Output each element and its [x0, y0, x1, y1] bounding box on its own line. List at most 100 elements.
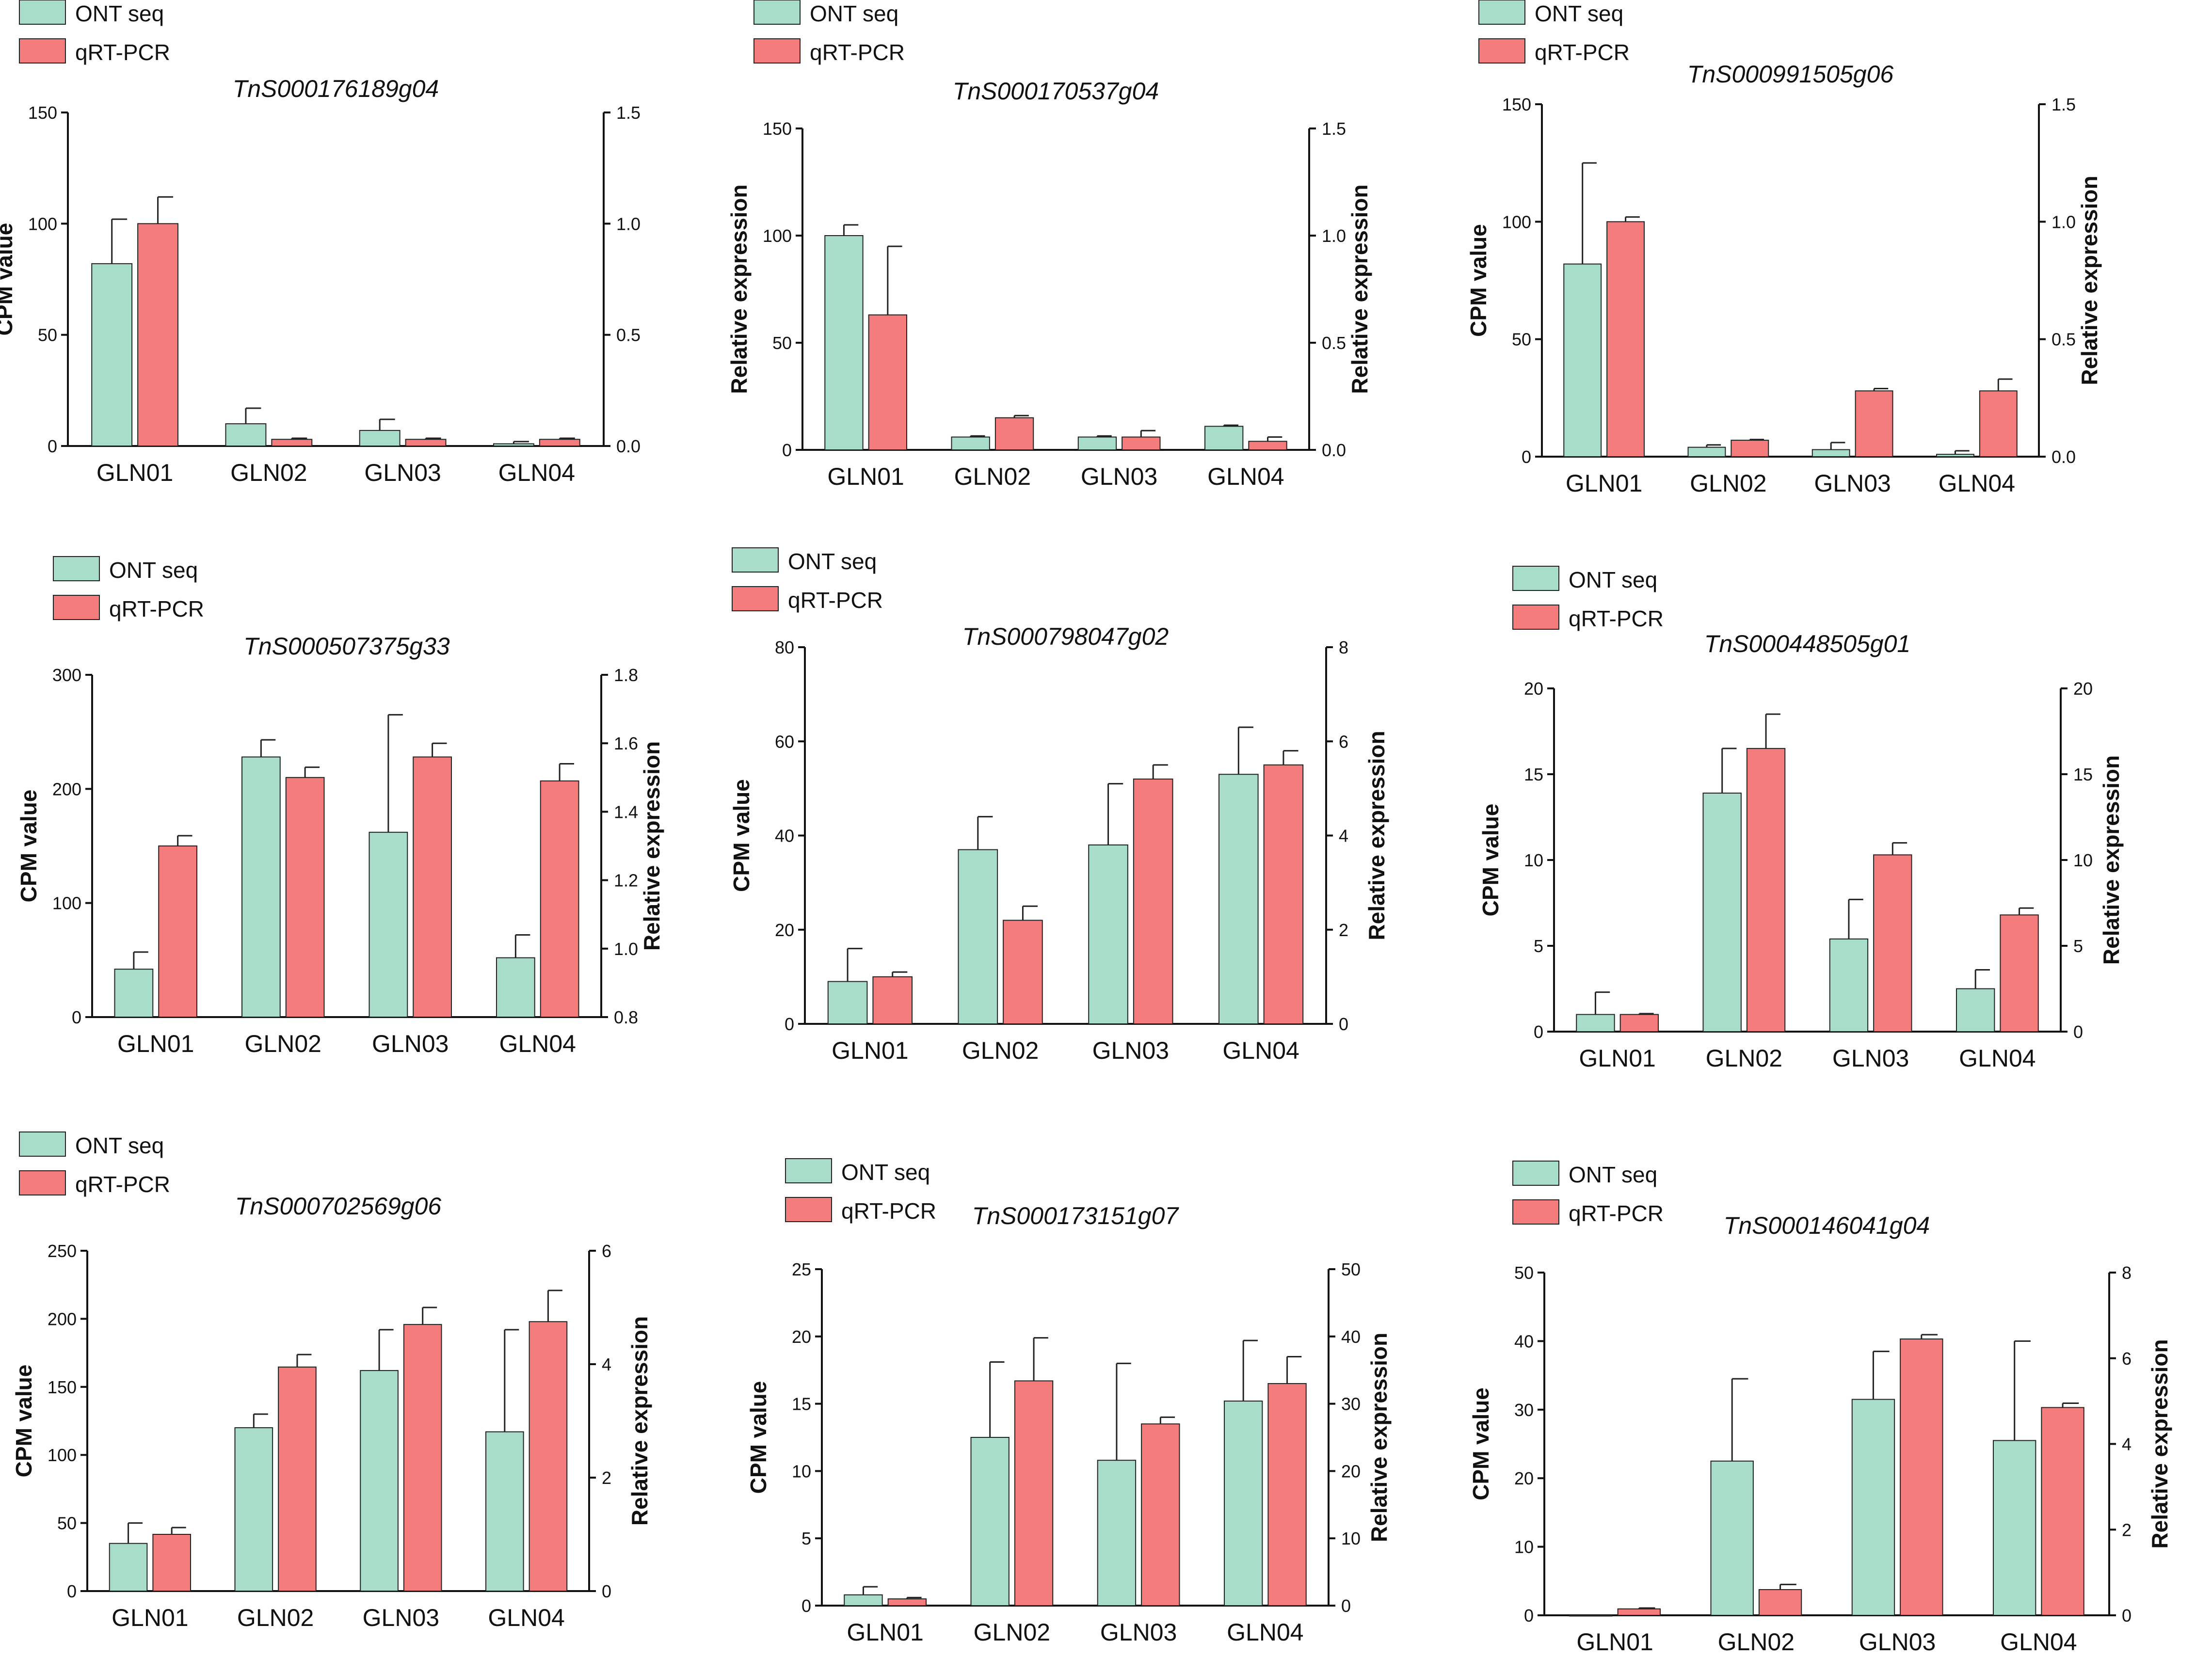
legend-label-ont: ONT seq — [841, 1160, 930, 1185]
left-tick-label: 150 — [1502, 95, 1531, 114]
category-label: GLN02 — [954, 463, 1031, 490]
legend-label-qpcr: qRT-PCR — [810, 40, 905, 65]
right-tick-label: 1.0 — [2052, 212, 2076, 232]
right-tick-label: 2 — [2122, 1520, 2132, 1540]
bar-ont-seq — [1956, 988, 1995, 1032]
bar-qrt-pcr — [271, 439, 313, 446]
left-axis-label: CPM value — [1468, 1387, 1493, 1500]
chart-title: TnS000798047g02 — [962, 623, 1169, 650]
category-label: GLN03 — [1832, 1045, 1909, 1072]
bar-ont-seq — [1710, 1460, 1754, 1616]
legend: ONT seq qRT-PCR — [19, 0, 170, 65]
category-label: GLN03 — [1081, 463, 1157, 490]
category-label: GLN04 — [1222, 1037, 1299, 1064]
right-tick-label: 1.5 — [616, 103, 641, 123]
legend-swatch-qpcr — [732, 586, 779, 611]
left-tick-label: 0 — [1522, 447, 1531, 467]
bar-qrt-pcr — [1248, 441, 1287, 451]
category-label: GLN01 — [117, 1030, 194, 1057]
bar-ont-seq — [369, 831, 408, 1018]
chart-panel: ONT seqqRT-PCRTnS000702569g0605010015020… — [11, 1131, 652, 1631]
bar-qrt-pcr — [285, 777, 325, 1018]
right-tick-label: 0 — [2122, 1606, 2132, 1625]
category-label: GLN04 — [1939, 470, 2015, 497]
left-tick-label: 0 — [1524, 1606, 1534, 1625]
bar-qrt-pcr — [278, 1366, 317, 1592]
category-label: GLN04 — [499, 1030, 576, 1057]
legend: ONT seq qRT-PCR — [53, 556, 204, 621]
category-label: GLN02 — [245, 1030, 321, 1057]
category-label: GLN04 — [1959, 1045, 2036, 1072]
left-tick-label: 10 — [1524, 850, 1543, 870]
right-tick-label: 0.5 — [2052, 330, 2076, 350]
legend-swatch-ont — [753, 0, 801, 25]
right-axis-label: Relative expression — [2099, 755, 2124, 965]
left-tick-label: 15 — [1524, 765, 1543, 784]
bar-ont-seq — [360, 1370, 399, 1592]
chart-panel: ONT seq qRT-PCR TnS000176189g04 0 50 100 150 0.… — [0, 0, 641, 486]
bar-qrt-pcr — [1267, 1383, 1307, 1606]
category-label: GLN01 — [847, 1619, 923, 1646]
chart-panel: ONT seq qRT-PCR TnS000170537g04 0 50 100 150 0.… — [726, 0, 1372, 490]
legend-label-qpcr: qRT-PCR — [1535, 40, 1630, 65]
legend-swatch-ont — [1512, 1161, 1559, 1186]
chart-title: TnS000170537g04 — [953, 78, 1159, 105]
bar-ont-seq — [1224, 1401, 1263, 1607]
legend-swatch-ont — [785, 1158, 832, 1183]
bar-ont-seq — [1993, 1440, 2036, 1616]
legend-swatch-ont — [19, 0, 66, 25]
left-tick-label: 60 — [775, 732, 794, 751]
legend-label-ont: ONT seq — [1535, 1, 1623, 26]
bar-ont-seq — [1829, 938, 1869, 1032]
legend-label-qpcr: qRT-PCR — [1569, 1201, 1664, 1226]
category-label: GLN01 — [827, 463, 904, 490]
bar-ont-seq — [1097, 1460, 1137, 1606]
legend-swatch-qpcr — [53, 595, 100, 620]
left-tick-label: 50 — [1512, 330, 1531, 350]
left-tick-label: 20 — [792, 1327, 811, 1347]
chart-panel: ONT seq qRT-PCR TnS000448505g01 0 5 10 15 20 0 5 1… — [1478, 566, 2124, 1072]
category-label: GLN01 — [1579, 1045, 1655, 1072]
right-tick-label: 40 — [1341, 1327, 1361, 1347]
left-tick-label: 25 — [792, 1259, 811, 1279]
bar-qrt-pcr — [1979, 390, 2018, 457]
right-tick-label: 20 — [1341, 1461, 1361, 1481]
left-tick-label: 150 — [28, 103, 57, 123]
right-tick-label: 1.0 — [616, 214, 641, 234]
bar-qrt-pcr — [540, 780, 579, 1018]
left-tick-label: 5 — [1534, 936, 1543, 956]
left-tick-label: 30 — [1514, 1400, 1534, 1420]
bar-ont-seq — [1687, 446, 1726, 458]
category-label: GLN04 — [1207, 463, 1284, 490]
chart-panel: ONT seq qRT-PCR TnS000991505g06 0 50 100 150 0.… — [1466, 0, 2102, 497]
right-tick-label: 1.6 — [614, 733, 638, 753]
right-tick-label: 10 — [2073, 850, 2093, 870]
bar-ont-seq — [493, 443, 534, 446]
left-tick-label: 0 — [48, 436, 57, 456]
right-axis-label: Relative expression — [1366, 1333, 1392, 1542]
bar-ont-seq — [234, 1427, 273, 1592]
category-label: GLN01 — [112, 1604, 188, 1631]
bar-ont-seq — [91, 263, 133, 446]
bar-qrt-pcr — [2041, 1407, 2084, 1616]
bar-ont-seq — [485, 1431, 524, 1592]
bar-ont-seq — [1576, 1014, 1615, 1033]
left-tick-label: 20 — [775, 920, 794, 940]
bar-qrt-pcr — [152, 1534, 191, 1592]
right-tick-label: 5 — [2073, 936, 2083, 956]
right-tick-label: 0.0 — [616, 436, 641, 456]
legend-swatch-ont — [53, 556, 100, 581]
bar-qrt-pcr — [529, 1321, 568, 1592]
right-tick-label: 0.0 — [2052, 447, 2076, 467]
category-label: GLN01 — [1576, 1628, 1653, 1656]
left-tick-label: 0 — [785, 1014, 794, 1034]
bar-qrt-pcr — [403, 1324, 442, 1592]
category-label: GLN02 — [1718, 1628, 1795, 1656]
category-label: GLN04 — [488, 1604, 564, 1631]
right-tick-label: 1.2 — [614, 871, 638, 891]
left-tick-label: 20 — [1514, 1468, 1534, 1488]
category-label: GLN01 — [96, 459, 173, 486]
legend-swatch-ont — [1512, 566, 1559, 591]
